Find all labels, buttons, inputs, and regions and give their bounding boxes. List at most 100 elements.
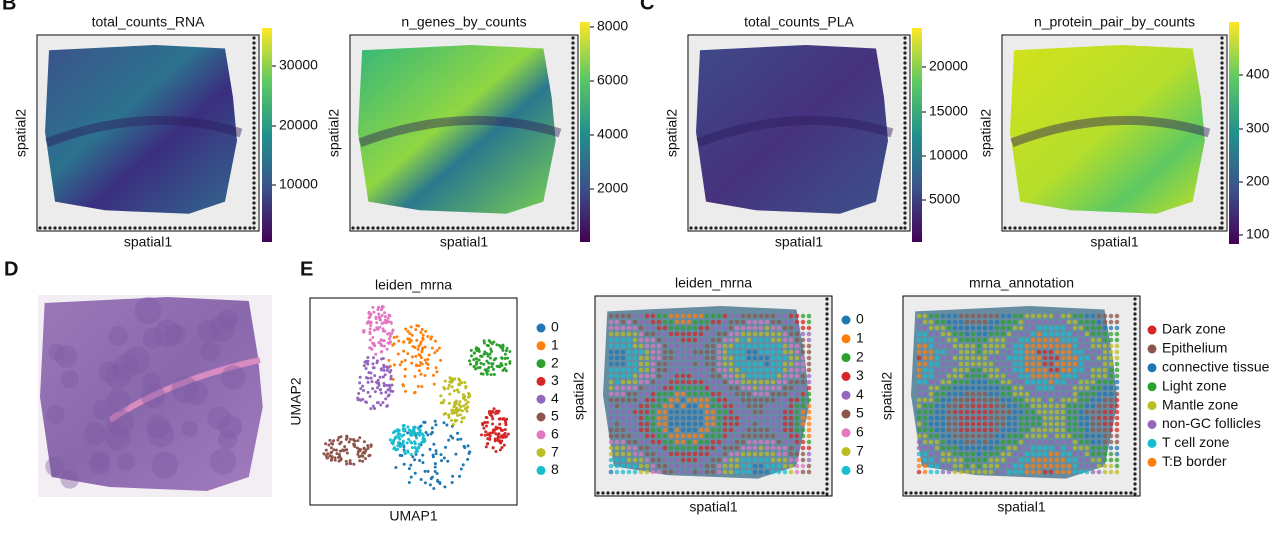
spot bbox=[928, 385, 934, 391]
spot bbox=[1048, 349, 1054, 355]
umap-point bbox=[475, 360, 479, 364]
spot bbox=[1093, 226, 1097, 230]
spot bbox=[644, 313, 650, 319]
spot bbox=[1060, 337, 1066, 343]
spot bbox=[1024, 367, 1030, 373]
umap-point bbox=[428, 447, 432, 451]
spot bbox=[686, 445, 692, 451]
umap-point bbox=[357, 392, 361, 396]
spot bbox=[1030, 397, 1036, 403]
umap-point bbox=[424, 329, 428, 333]
umap-point bbox=[429, 477, 433, 481]
spot bbox=[825, 457, 829, 461]
spot bbox=[1066, 439, 1072, 445]
spot bbox=[153, 226, 157, 230]
spot bbox=[758, 349, 764, 355]
spot bbox=[970, 469, 976, 475]
spot bbox=[799, 226, 803, 230]
spot bbox=[1060, 319, 1066, 325]
spot bbox=[650, 349, 656, 355]
spot bbox=[776, 433, 782, 439]
spot bbox=[1114, 325, 1120, 331]
spot bbox=[752, 433, 758, 439]
spot bbox=[952, 379, 958, 385]
spot bbox=[1054, 391, 1060, 397]
spot bbox=[801, 491, 805, 495]
spot bbox=[1102, 391, 1108, 397]
spot bbox=[758, 397, 764, 403]
spot bbox=[922, 397, 928, 403]
spot bbox=[776, 415, 782, 421]
he-follicle bbox=[197, 319, 220, 342]
umap-point bbox=[410, 433, 414, 437]
spot bbox=[1012, 355, 1018, 361]
umap-point bbox=[407, 467, 411, 471]
legend-swatch bbox=[536, 448, 546, 458]
spot bbox=[208, 226, 212, 230]
spot bbox=[934, 427, 940, 433]
spot bbox=[644, 325, 650, 331]
spot bbox=[825, 447, 829, 451]
spot bbox=[252, 76, 256, 80]
umap-point bbox=[332, 448, 336, 452]
spot bbox=[252, 146, 256, 150]
legend-label: Light zone bbox=[1162, 377, 1227, 393]
umap-point bbox=[456, 413, 460, 417]
spot bbox=[1036, 463, 1042, 469]
spot bbox=[674, 421, 680, 427]
spot bbox=[764, 445, 770, 451]
spot bbox=[825, 482, 829, 486]
spot bbox=[909, 491, 913, 495]
spot bbox=[668, 325, 674, 331]
umap-point bbox=[389, 340, 393, 344]
spot bbox=[806, 331, 812, 337]
spot bbox=[668, 349, 674, 355]
spot bbox=[1220, 201, 1224, 205]
spot bbox=[752, 397, 758, 403]
spot bbox=[704, 415, 710, 421]
spot bbox=[1054, 421, 1060, 427]
spot bbox=[1036, 397, 1042, 403]
spot bbox=[1108, 451, 1114, 457]
spot bbox=[1066, 427, 1072, 433]
spot bbox=[1048, 409, 1054, 415]
spot bbox=[620, 361, 626, 367]
spot bbox=[794, 403, 800, 409]
umap-point bbox=[464, 398, 468, 402]
spot bbox=[806, 373, 812, 379]
spot bbox=[1114, 469, 1120, 475]
umap-point bbox=[451, 423, 455, 427]
spot bbox=[719, 226, 723, 230]
spot bbox=[776, 379, 782, 385]
spot bbox=[722, 451, 728, 457]
spot bbox=[674, 427, 680, 433]
spot bbox=[1030, 343, 1036, 349]
spot bbox=[766, 491, 770, 495]
umap-point bbox=[371, 404, 375, 408]
spot bbox=[1108, 391, 1114, 397]
spot bbox=[571, 196, 575, 200]
umap-point bbox=[450, 385, 454, 389]
umap-point bbox=[414, 363, 418, 367]
spot bbox=[1042, 355, 1048, 361]
spot bbox=[903, 136, 907, 140]
spot bbox=[1220, 136, 1224, 140]
spot bbox=[1102, 325, 1108, 331]
umap-point bbox=[414, 328, 418, 332]
spot bbox=[989, 491, 993, 495]
spot bbox=[1024, 457, 1030, 463]
spot bbox=[958, 319, 964, 325]
spot bbox=[800, 415, 806, 421]
spot bbox=[662, 391, 668, 397]
spot bbox=[650, 421, 656, 427]
spot bbox=[704, 421, 710, 427]
spot bbox=[994, 361, 1000, 367]
spot bbox=[722, 463, 728, 469]
spot bbox=[782, 403, 788, 409]
spot bbox=[928, 439, 934, 445]
spot bbox=[1030, 337, 1036, 343]
spot bbox=[1102, 403, 1108, 409]
spot bbox=[758, 445, 764, 451]
spot bbox=[788, 313, 794, 319]
spot bbox=[1042, 373, 1048, 379]
